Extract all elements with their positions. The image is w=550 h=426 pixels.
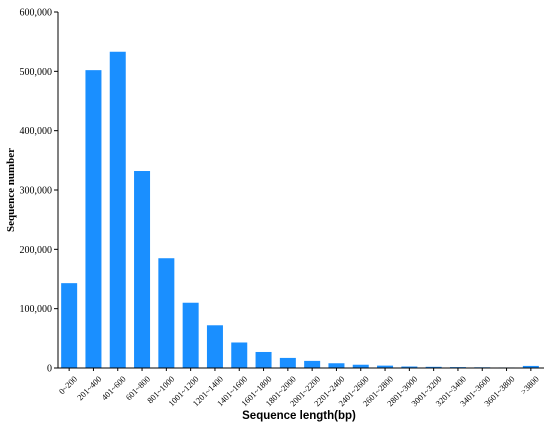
y-tick-label: 200,000	[20, 245, 53, 256]
y-tick-label: 600,000	[20, 8, 53, 19]
bar-8	[255, 351, 272, 368]
y-tick-label: 400,000	[20, 126, 53, 137]
bar-11	[328, 363, 345, 368]
y-tick-label: 300,000	[20, 186, 53, 197]
bar-12	[352, 364, 369, 368]
bar-14	[401, 366, 418, 368]
x-axis-ticks: 0~200201~400401~600601~800801~10001001~1…	[57, 368, 541, 408]
bar-13	[377, 365, 394, 368]
x-tick-label: 201~400	[75, 374, 103, 402]
y-tick-label: 0	[47, 364, 52, 375]
x-tick-label: 401~600	[99, 374, 127, 402]
y-axis-title: Sequence number	[5, 148, 17, 232]
bar-9	[279, 357, 296, 368]
bars	[61, 51, 539, 369]
bar-3	[134, 171, 151, 368]
bar-1	[85, 70, 102, 368]
x-axis-title: Sequence length(bp)	[242, 410, 356, 422]
bar-10	[304, 360, 321, 368]
bar-5	[182, 302, 199, 368]
x-tick-label: >3800	[518, 374, 540, 396]
y-axis-ticks: 0 100,000 200,000 300,000 400,000 500,000 600,…	[20, 8, 58, 375]
y-tick-label: 100,000	[20, 304, 53, 315]
bar-19	[522, 365, 539, 368]
bar-7	[231, 342, 248, 368]
bar-6	[206, 325, 223, 368]
bar-15	[425, 366, 442, 368]
bar-4	[158, 258, 175, 368]
y-tick-label: 500,000	[20, 67, 53, 78]
bar-2	[109, 51, 126, 369]
x-tick-label: 0~200	[57, 374, 79, 396]
bar-0	[61, 283, 78, 368]
